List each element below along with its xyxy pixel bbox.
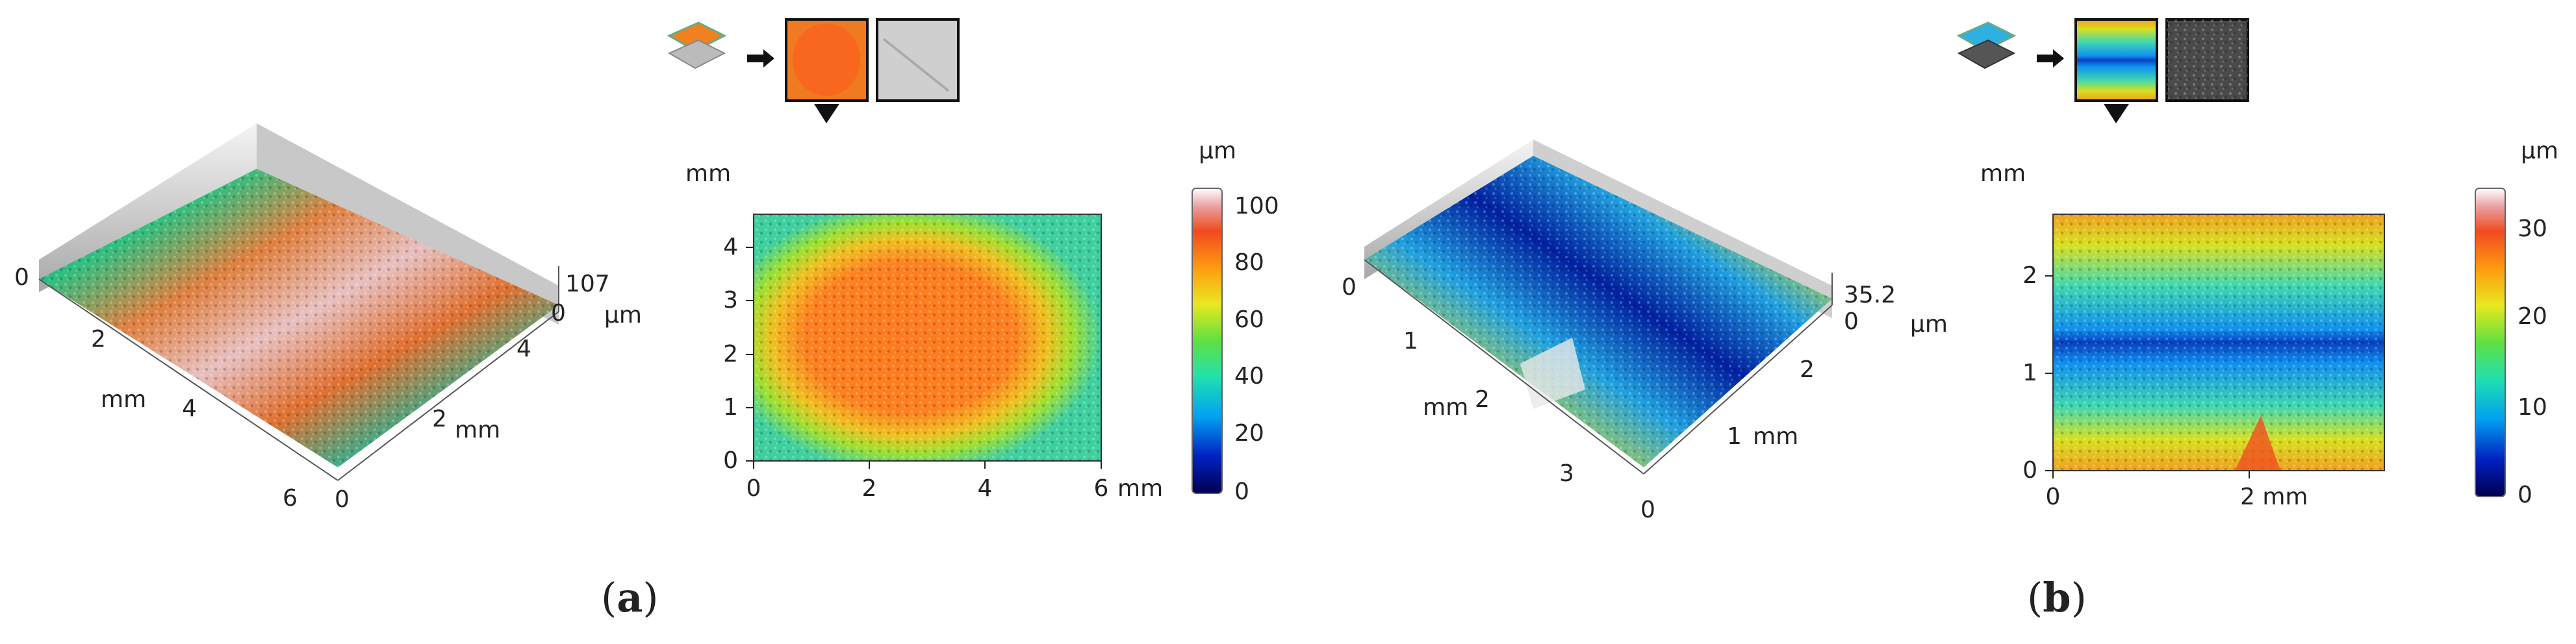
panel-a-map-y-tick: 0 — [723, 447, 738, 474]
panel-b-3d-x-tick: 2 — [1475, 386, 1490, 413]
panel-b-3d-surface-texture — [1364, 156, 1832, 467]
panel-b-map-x-tick: 2 mm — [2240, 484, 2308, 510]
panel-a-layer-grey-icon — [667, 39, 726, 69]
panel-b-map-y-unit: mm — [1980, 160, 2026, 187]
panel-b-colorbar-bar — [2475, 188, 2506, 497]
panel-b-3d-y-axis-line — [1643, 304, 1833, 475]
panel-a-map-x-tick: 4 — [977, 475, 993, 502]
panel-a-thumb-color-oval — [793, 23, 860, 96]
panel-b-arrow-icon — [2037, 49, 2064, 68]
panel-b-3d-y-tick: 0 — [1640, 497, 1655, 523]
panel-a-3d-x-axis-line — [38, 279, 338, 481]
panel-b-selector-triangle-icon — [2104, 104, 2129, 123]
panel-a-3d-z-unit: µm — [604, 302, 642, 328]
panel-a-selector-triangle-icon — [814, 104, 839, 123]
panel-a-colorbar-tick: 40 — [1234, 363, 1264, 390]
panel-a-caption: (a) — [601, 574, 659, 621]
panel-a-3d-y-unit: mm — [455, 417, 501, 443]
panel-b-colorbar — [2475, 188, 2506, 497]
panel-a-map-x-tick: 2 — [861, 475, 877, 502]
panel-a-3d-x-unit: mm — [101, 386, 147, 413]
panel-b-colorbar-tick: 20 — [2518, 303, 2547, 330]
panel-a-colorbar-tick: 80 — [1234, 249, 1264, 276]
panel-a-3d-y-tick: 4 — [516, 336, 531, 362]
panel-a-map-x-tick: 6 — [1093, 475, 1109, 502]
panel-b-map-y-tick: 0 — [2022, 457, 2037, 484]
panel-a-colorbar — [1192, 188, 1223, 494]
panel-a-3d-back-wall-left — [39, 123, 257, 292]
panel-b-map — [2052, 214, 2385, 471]
panel-b-3d-y-tick: 2 — [1800, 356, 1815, 383]
panel-b-3d-x-tick: 1 — [1403, 328, 1418, 354]
panel-b-colorbar-tick: 10 — [2518, 394, 2547, 421]
panel-a-3d-z-min: 0 — [551, 300, 566, 327]
panel-b-3d-x-axis-line — [1364, 259, 1644, 475]
panel-a-colorbar-bar — [1192, 188, 1223, 494]
panel-a-pipeline-icons — [667, 18, 960, 123]
panel-a-3d-x-tick: 0 — [14, 264, 29, 291]
panel-a-map-x-unit: mm — [1117, 475, 1164, 502]
panel-b-3d-x-tick: 3 — [1559, 460, 1574, 487]
panel-b-pipeline-icons — [1956, 18, 2249, 123]
panel-b-3d-surface — [1364, 140, 1833, 475]
panel-a-3d-surface — [38, 123, 559, 481]
panel-a-map-texture — [754, 214, 1101, 461]
panel-b-3d-x-tick: 0 — [1342, 274, 1357, 301]
panel-a-3d-x-tick: 6 — [283, 485, 298, 512]
panel-b-map-ticks — [2045, 275, 2250, 478]
panel-a-3d-y-tick: 2 — [432, 406, 447, 432]
panel-a-3d-y-axis-line — [337, 311, 559, 481]
panel-a-map-ticks — [746, 247, 1102, 469]
panel-a-thumb-grey-streak — [882, 38, 950, 92]
panel-b-map-y-tick: 1 — [2022, 360, 2037, 386]
panel-a-3d-z-max: 107 — [565, 271, 610, 297]
panel-b-thumb-color — [2074, 18, 2158, 102]
panel-b-map-x-tick: 0 — [2045, 484, 2061, 510]
panel-a-3d-y-tick: 0 — [335, 486, 350, 513]
panel-a-map-y-tick: 4 — [723, 234, 738, 260]
panel-b-3d-z-unit: µm — [1910, 311, 1948, 338]
panel-a-map-y-tick: 1 — [723, 394, 738, 421]
panel-b-3d-y-unit: mm — [1753, 423, 1799, 450]
panel-a-colorbar-tick: 20 — [1234, 420, 1264, 447]
panel-b-colorbar-tick: 30 — [2518, 216, 2547, 242]
panel-b-map-spike — [2235, 415, 2280, 471]
panel-a-map-y-unit: mm — [685, 160, 732, 187]
panel-b-map-texture — [2053, 214, 2384, 471]
panel-b-map-y-tick: 2 — [2022, 262, 2037, 289]
panel-a-colorbar-tick: 60 — [1234, 306, 1264, 333]
panel-a-caption-letter: a — [617, 574, 643, 621]
panel-b-thumb-grey-texture — [2167, 19, 2248, 101]
panel-a-map-frame — [753, 214, 1102, 462]
panel-b-map-frame — [2052, 214, 2385, 471]
panel-b-colorbar-tick: 0 — [2518, 482, 2532, 508]
panel-b-3d-z-max: 35.2 — [1844, 282, 1896, 308]
panel-a-map-x-tick: 0 — [746, 475, 761, 502]
panel-a-3d-surface-texture — [39, 169, 559, 467]
panel-a-map-y-tick: 2 — [723, 341, 738, 367]
panel-a-colorbar-tick: 0 — [1234, 478, 1249, 505]
panel-b-3d-y-tick: 1 — [1727, 423, 1742, 450]
panel-a-map — [753, 214, 1102, 462]
panel-b-layer-grey-icon — [1957, 39, 2016, 69]
panel-a-map-y-tick: 3 — [723, 287, 738, 314]
panel-a-colorbar-unit: µm — [1199, 138, 1236, 164]
panel-b-3d-x-unit: mm — [1423, 394, 1469, 421]
panel-b-caption-letter: b — [2043, 574, 2071, 621]
panel-b-caption: (b) — [2027, 574, 2087, 621]
panel-a-colorbar-tick: 100 — [1234, 193, 1279, 219]
panel-a-3d-x-tick: 2 — [91, 326, 106, 353]
panel-a-3d-x-tick: 4 — [182, 395, 197, 422]
panel-a-arrow-icon — [747, 49, 774, 68]
panel-b-3d-z-min: 0 — [1844, 308, 1859, 335]
panel-b-colorbar-unit: µm — [2521, 138, 2558, 164]
